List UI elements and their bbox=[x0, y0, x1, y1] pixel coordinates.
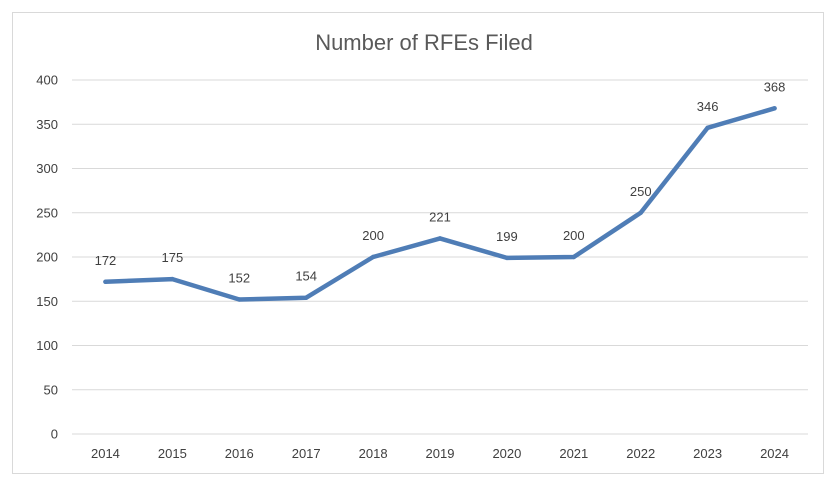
data-label: 200 bbox=[362, 228, 384, 243]
x-tick-label: 2018 bbox=[359, 446, 388, 461]
data-label: 152 bbox=[228, 270, 250, 285]
x-tick-label: 2015 bbox=[158, 446, 187, 461]
y-tick-label: 0 bbox=[51, 427, 58, 442]
data-point bbox=[571, 254, 577, 260]
x-tick-label: 2023 bbox=[693, 446, 722, 461]
y-axis-ticks: 0 50 100 150 200 250 300 350 400 bbox=[36, 73, 58, 442]
data-label: 346 bbox=[697, 99, 719, 114]
data-point bbox=[370, 254, 376, 260]
x-tick-label: 2021 bbox=[559, 446, 588, 461]
data-point bbox=[437, 236, 443, 241]
data-point bbox=[303, 295, 309, 300]
data-label: 250 bbox=[630, 184, 652, 199]
y-tick-label: 250 bbox=[36, 205, 58, 220]
data-point bbox=[772, 106, 777, 111]
data-labels: 172 175 152 154 200 221 199 200 250 346 368 bbox=[95, 79, 786, 285]
y-tick-label: 100 bbox=[36, 338, 58, 353]
y-tick-label: 400 bbox=[36, 73, 58, 88]
x-tick-label: 2017 bbox=[292, 446, 321, 461]
gridlines bbox=[72, 79, 808, 435]
chart-title: Number of RFEs Filed bbox=[315, 30, 533, 55]
x-tick-label: 2022 bbox=[626, 446, 655, 461]
y-tick-label: 350 bbox=[36, 117, 58, 132]
y-tick-label: 300 bbox=[36, 161, 58, 176]
data-point bbox=[705, 125, 710, 130]
data-label: 200 bbox=[563, 228, 585, 243]
data-point bbox=[103, 279, 108, 284]
y-tick-label: 50 bbox=[44, 382, 58, 397]
data-label: 154 bbox=[295, 269, 317, 284]
x-tick-label: 2016 bbox=[225, 446, 254, 461]
series-line bbox=[103, 106, 777, 302]
data-label: 175 bbox=[162, 250, 184, 265]
data-label: 199 bbox=[496, 229, 518, 244]
data-point bbox=[504, 255, 510, 261]
x-tick-label: 2020 bbox=[492, 446, 521, 461]
x-axis-ticks: 2014 2015 2016 2017 2018 2019 2020 2021 2022 2023… bbox=[91, 446, 789, 461]
x-tick-label: 2024 bbox=[760, 446, 789, 461]
data-label: 368 bbox=[764, 79, 786, 94]
data-point bbox=[638, 210, 643, 215]
y-tick-label: 200 bbox=[36, 250, 58, 265]
x-tick-label: 2014 bbox=[91, 446, 120, 461]
data-label: 172 bbox=[95, 253, 117, 268]
data-label: 221 bbox=[429, 209, 451, 224]
x-tick-label: 2019 bbox=[426, 446, 455, 461]
data-point bbox=[170, 276, 175, 282]
y-tick-label: 150 bbox=[36, 294, 58, 309]
data-point bbox=[237, 297, 242, 302]
series-layer bbox=[103, 106, 777, 302]
